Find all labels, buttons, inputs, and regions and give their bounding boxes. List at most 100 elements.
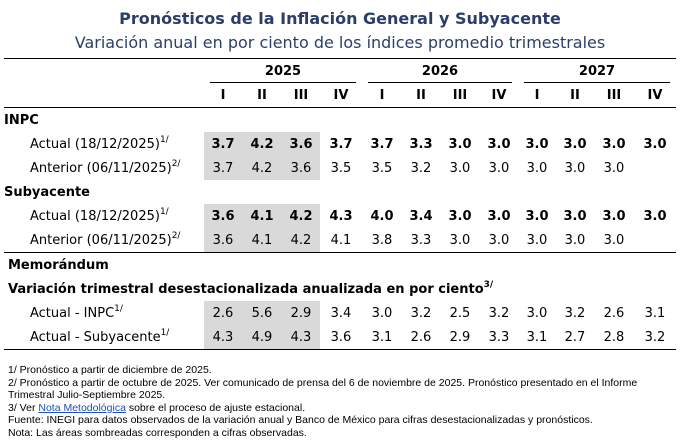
footnotes: 1/ Pronóstico a partir de diciembre de 2… [8, 364, 676, 440]
value-cell: 3.0 [526, 232, 548, 248]
value-cell: 3.2 [488, 305, 510, 321]
value-cell: 3.7 [204, 156, 242, 180]
value-cell: 3.0 [602, 208, 626, 224]
footnote-ref: 1/ [160, 327, 170, 338]
value-cell: 3.0 [563, 208, 587, 224]
value-cell: 4.2 [242, 132, 282, 156]
value-cell: 2.5 [449, 305, 471, 321]
section-inpc: INPC [4, 112, 39, 128]
row-memo-inpc: Actual - INPC1/2.6 5.6 2.9 3.4 3.0 3.2 2.5 3.2 3… [4, 301, 676, 325]
row-label: Actual - INPC1/ [30, 303, 123, 321]
row-inpc-actual: Actual (18/12/2025)1/3.7 4.2 3.6 3.7 3.7 3.3 3… [4, 132, 676, 156]
value-cell: 3.1 [518, 325, 556, 350]
value-cell: 3.2 [634, 325, 676, 350]
footnote-ref: 1/ [114, 303, 123, 314]
value-cell: 3.7 [329, 136, 353, 152]
value-cell: 3.6 [282, 132, 320, 156]
quarter-label: IV [320, 83, 362, 108]
value-cell: 3.0 [603, 232, 625, 248]
quarter-label: I [204, 83, 242, 108]
footnote-2: 2/ Pronóstico a partir de octubre de 202… [8, 376, 638, 402]
quarter-label: III [594, 83, 634, 108]
value-cell: 3.0 [449, 232, 471, 248]
value-cell: 4.1 [242, 228, 282, 253]
value-cell: 2.6 [402, 325, 440, 350]
value-cell: 3.0 [564, 160, 586, 176]
table-title: Pronósticos de la Inflación General y Su… [119, 9, 561, 28]
value-cell: 3.2 [410, 305, 432, 321]
value-cell [634, 228, 676, 253]
value-cell: 3.4 [409, 208, 433, 224]
value-cell [634, 156, 676, 180]
value-cell: 3.6 [282, 156, 320, 180]
quarter-label: IV [634, 83, 676, 108]
quarter-label: I [518, 83, 556, 108]
value-cell: 3.0 [526, 305, 548, 321]
footnote-ref: 3/ [483, 279, 494, 290]
value-cell: 3.2 [564, 305, 586, 321]
value-cell: 2.8 [594, 325, 634, 350]
value-cell: 3.0 [603, 160, 625, 176]
row-subyacente-actual: Actual (18/12/2025)1/3.6 4.1 4.2 4.3 4.0 3.4 3… [4, 204, 676, 228]
quarter-header-row: I II III IV I II III IV I II III IV [4, 83, 676, 108]
footnote-ref: 2/ [171, 158, 181, 169]
row-label: Anterior (06/11/2025)2/ [30, 158, 181, 176]
footnote-ref: 2/ [171, 230, 181, 241]
value-cell: 3.0 [488, 232, 510, 248]
year-2025: 2025 [264, 63, 302, 79]
value-cell: 4.1 [242, 204, 282, 228]
value-cell: 3.0 [526, 160, 548, 176]
footnote-ref: 1/ [159, 206, 169, 217]
value-cell: 4.3 [282, 325, 320, 350]
value-cell: 3.8 [371, 232, 393, 248]
value-cell: 3.0 [564, 232, 586, 248]
forecast-table: 2025 2026 2027 I II III IV I II III IV I… [4, 58, 676, 350]
value-cell: 4.9 [242, 325, 282, 350]
value-cell: 4.0 [370, 208, 394, 224]
value-cell: 3.3 [480, 325, 518, 350]
quarter-label: II [242, 83, 282, 108]
value-cell: 3.0 [525, 208, 549, 224]
row-label: Actual (18/12/2025)1/ [30, 134, 169, 152]
value-cell: 3.5 [371, 160, 393, 176]
value-cell: 3.6 [204, 204, 242, 228]
value-cell: 4.2 [282, 228, 320, 253]
footnote-nota: Nota: Las áreas sombreadas corresponden … [8, 426, 307, 439]
value-cell: 2.6 [204, 301, 242, 325]
value-cell: 3.5 [330, 160, 352, 176]
row-label: Actual (18/12/2025)1/ [30, 206, 169, 224]
table-subtitle: Variación anual en por ciento de los índ… [74, 33, 606, 52]
value-cell: 4.2 [242, 156, 282, 180]
year-header-row: 2025 2026 2027 [4, 58, 676, 83]
value-cell: 4.2 [282, 204, 320, 228]
value-cell: 3.0 [448, 136, 472, 152]
value-cell: 3.0 [602, 136, 626, 152]
quarter-label: III [282, 83, 320, 108]
value-cell: 3.0 [449, 160, 471, 176]
value-cell: 3.7 [204, 132, 242, 156]
quarter-label: I [362, 83, 402, 108]
row-label: Actual - Subyacente1/ [4, 325, 204, 350]
value-cell: 3.6 [204, 228, 242, 253]
section-variacion: Variación trimestral desestacionalizada … [4, 277, 676, 301]
row-memo-subyacente: Actual - Subyacente1/4.3 4.9 4.3 3.6 3.1 2.6 2… [4, 325, 676, 350]
value-cell: 5.6 [242, 301, 282, 325]
value-cell: 3.1 [362, 325, 402, 350]
value-cell: 3.0 [487, 208, 511, 224]
value-cell: 3.2 [410, 160, 432, 176]
value-cell: 3.0 [643, 136, 667, 152]
quarter-label: III [440, 83, 480, 108]
value-cell: 3.4 [330, 305, 352, 321]
value-cell: 3.0 [487, 136, 511, 152]
row-inpc-anterior: Anterior (06/11/2025)2/3.7 4.2 3.6 3.5 3.5 3.… [4, 156, 676, 180]
year-2026: 2026 [421, 63, 459, 79]
value-cell: 4.3 [204, 325, 242, 350]
value-cell: 3.3 [410, 232, 432, 248]
row-subyacente-anterior: Anterior (06/11/2025)2/3.6 4.1 4.2 4.1 3.8 3.… [4, 228, 676, 253]
value-cell: 4.1 [330, 232, 352, 248]
quarter-label: II [556, 83, 594, 108]
value-cell: 4.3 [329, 208, 353, 224]
nota-metodologica-link[interactable]: Nota Metodológica [38, 401, 126, 414]
value-cell: 3.7 [370, 136, 394, 152]
footnote-ref: 1/ [159, 134, 169, 145]
